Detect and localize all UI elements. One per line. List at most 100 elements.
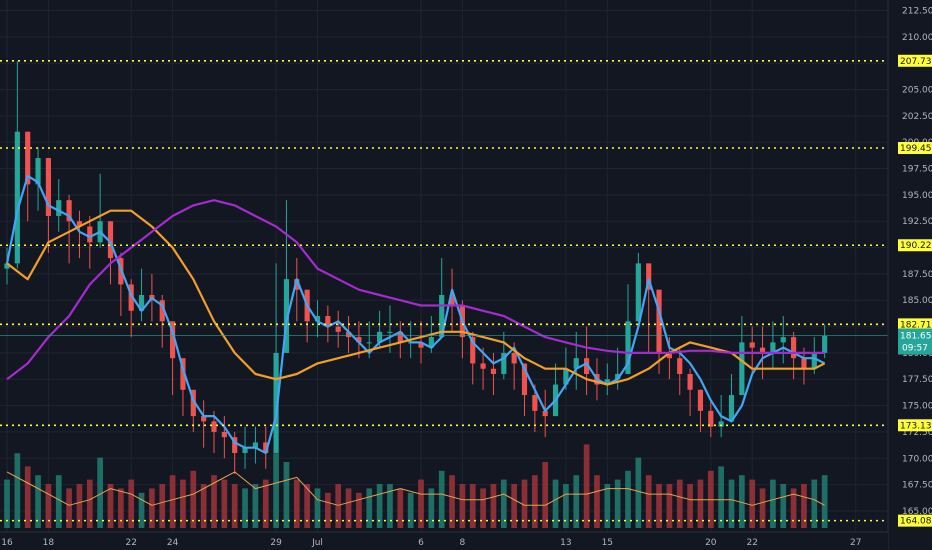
- candle-body: [418, 342, 424, 348]
- level-tag-label: 207.73: [900, 57, 932, 67]
- volume-bar: [459, 484, 466, 528]
- candle-body: [666, 352, 672, 359]
- volume-bar: [159, 484, 166, 528]
- candle-body: [604, 379, 610, 385]
- candle-body: [532, 395, 538, 411]
- volume-bar: [97, 457, 103, 528]
- candle-body: [263, 442, 269, 453]
- candle-body: [4, 263, 10, 269]
- x-tick-label: 27: [850, 538, 861, 548]
- volume-bar: [697, 479, 704, 528]
- volume-bar: [314, 488, 321, 528]
- y-tick-label: 172.50: [902, 428, 932, 438]
- x-tick-label: 22: [746, 538, 757, 548]
- volume-bar: [138, 492, 145, 528]
- volume-bar: [625, 470, 631, 528]
- candle-body: [387, 331, 393, 333]
- candle-body: [366, 342, 372, 344]
- candle-body: [759, 347, 766, 353]
- fast-ma-line: [5, 174, 826, 455]
- candle-body: [697, 389, 704, 411]
- y-tick-label: 210.00: [902, 33, 932, 43]
- medium-ma-line: [6, 209, 826, 386]
- volume-bar: [552, 479, 559, 528]
- price-axis-bg: [888, 0, 932, 550]
- candle-body: [480, 363, 486, 369]
- volume-bar: [304, 484, 310, 528]
- volume-bar: [511, 484, 517, 528]
- volume-bar: [759, 488, 766, 528]
- y-tick-label: 187.50: [902, 270, 932, 280]
- y-tick-label: 197.50: [902, 165, 932, 175]
- volume-bar: [335, 484, 342, 528]
- candle-body: [377, 331, 383, 343]
- level-tag: [898, 419, 932, 432]
- level-tag-label: 182.71: [900, 320, 932, 330]
- level-tag: [898, 514, 932, 527]
- y-tick-label: 177.50: [902, 375, 932, 385]
- y-tick-label: 195.00: [902, 191, 932, 201]
- volume-bar: [418, 479, 424, 528]
- candle-body: [356, 337, 362, 343]
- candle-body: [615, 373, 621, 380]
- candle-body: [107, 221, 114, 259]
- candle-body: [563, 368, 569, 385]
- volume-bar: [594, 475, 600, 528]
- candle-body: [811, 352, 817, 369]
- volume-bar: [656, 484, 662, 528]
- candle-body: [201, 416, 207, 422]
- volume-bar: [366, 488, 373, 528]
- candle-body: [428, 337, 434, 348]
- candle-body: [791, 337, 797, 359]
- candle-body: [656, 289, 662, 353]
- x-tick-label: 15: [602, 538, 613, 548]
- y-tick-label: 212.50: [902, 7, 932, 17]
- candle-body: [221, 431, 227, 438]
- volume-bar: [107, 484, 114, 528]
- x-tick-label: 18: [43, 538, 55, 548]
- time-axis: 16 18 22 24 29 Jul 6 8 13 15 20 22 27: [0, 531, 888, 550]
- candle-body: [242, 447, 248, 453]
- candle-body: [718, 421, 724, 427]
- volume-bar: [449, 475, 455, 528]
- volume-bar: [718, 466, 724, 528]
- candle-body: [511, 352, 517, 364]
- candle-body: [573, 358, 579, 369]
- volume-bar: [490, 484, 497, 528]
- candle-body: [170, 321, 176, 359]
- volume-bar: [387, 484, 393, 528]
- volume-bar: [242, 488, 248, 528]
- volume-bar: [687, 484, 693, 528]
- candle-body: [739, 342, 745, 396]
- candle-body: [677, 358, 683, 374]
- candle-body: [345, 331, 352, 338]
- candle-body: [314, 316, 321, 322]
- candle-body: [449, 294, 455, 306]
- candle-body: [770, 342, 776, 353]
- volume-bar: [563, 484, 569, 528]
- volume-bar: [45, 484, 52, 528]
- volume-bar: [500, 479, 507, 528]
- volume-bar: [86, 479, 93, 528]
- candle-body: [211, 421, 217, 432]
- time-axis-bg: [0, 532, 888, 550]
- volume-bar: [801, 484, 807, 528]
- volume-bar: [604, 484, 611, 528]
- candle-body: [521, 363, 528, 396]
- candle-body: [687, 373, 693, 390]
- x-tick-label: 8: [460, 538, 466, 548]
- candle-body: [490, 368, 497, 374]
- candle-body: [180, 358, 186, 390]
- volume-bar: [4, 479, 10, 528]
- candle-body: [335, 326, 341, 332]
- volume-bar: [149, 488, 155, 528]
- volume-bar: [438, 470, 445, 528]
- volume-bar: [14, 453, 21, 528]
- slow-ma-line: [6, 199, 825, 381]
- candle-body: [283, 279, 290, 353]
- candle-body: [542, 410, 548, 417]
- x-tick-label: 22: [125, 538, 136, 548]
